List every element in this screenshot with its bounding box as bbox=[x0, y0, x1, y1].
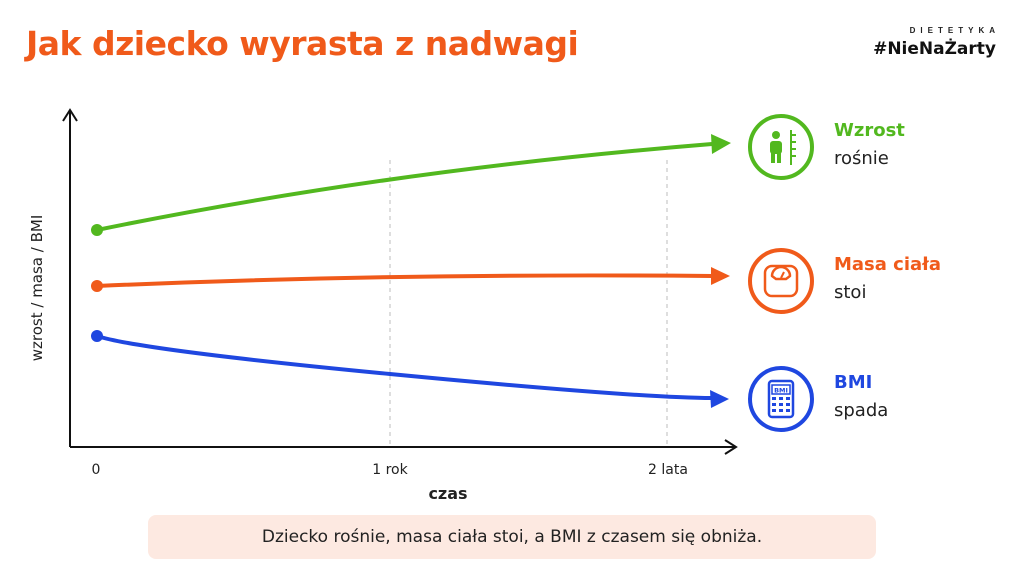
x-axis-label: czas bbox=[428, 484, 467, 503]
series-start-masa-ciala bbox=[91, 280, 103, 292]
series-arrow-masa-ciala bbox=[711, 267, 730, 285]
legend-trend-masa-ciala: stoi bbox=[834, 282, 867, 303]
brand-main-text: #NieNaŻarty bbox=[873, 39, 996, 59]
x-tick-2-lata: 2 lata bbox=[648, 462, 688, 478]
series-line-masa-ciala bbox=[95, 273, 714, 288]
bmi-icon-text: BMI bbox=[774, 387, 788, 395]
legend-label-bmi: BMI bbox=[834, 372, 873, 393]
y-axis-arrow bbox=[62, 108, 78, 122]
series-line-bmi bbox=[95, 334, 714, 400]
series-arrow-bmi bbox=[710, 390, 729, 408]
legend-label-masa-ciala: Masa ciała bbox=[834, 254, 941, 275]
legend-label-wzrost: Wzrost bbox=[834, 120, 905, 141]
legend-trend-bmi: spada bbox=[834, 400, 889, 421]
bmi-calculator-icon: BMI bbox=[748, 366, 814, 432]
y-axis-label: wzrost / masa / BMI bbox=[28, 215, 46, 362]
series-start-bmi bbox=[91, 330, 103, 342]
series-line-wzrost bbox=[95, 142, 714, 232]
brand-logo: DIETETYKA #NieNaŻarty bbox=[873, 26, 996, 59]
series-arrow-wzrost bbox=[711, 134, 731, 154]
legend-bmi: BMI BMI spada bbox=[748, 366, 988, 440]
legend-masa-ciala: Masa ciała stoi bbox=[748, 248, 988, 322]
child-height-icon bbox=[748, 114, 814, 180]
legend-trend-wzrost: rośnie bbox=[834, 148, 889, 169]
x-axis-arrow bbox=[724, 439, 738, 455]
scale-icon bbox=[748, 248, 814, 314]
brand-top-text: DIETETYKA bbox=[909, 26, 1000, 35]
series-start-wzrost bbox=[91, 224, 103, 236]
summary-note: Dziecko rośnie, masa ciała stoi, a BMI z… bbox=[148, 515, 876, 559]
x-tick-1-rok: 1 rok bbox=[372, 462, 408, 478]
x-tick-0: 0 bbox=[92, 462, 101, 478]
page-title: Jak dziecko wyrasta z nadwagi bbox=[26, 24, 579, 63]
legend-wzrost: Wzrost rośnie bbox=[748, 114, 988, 188]
